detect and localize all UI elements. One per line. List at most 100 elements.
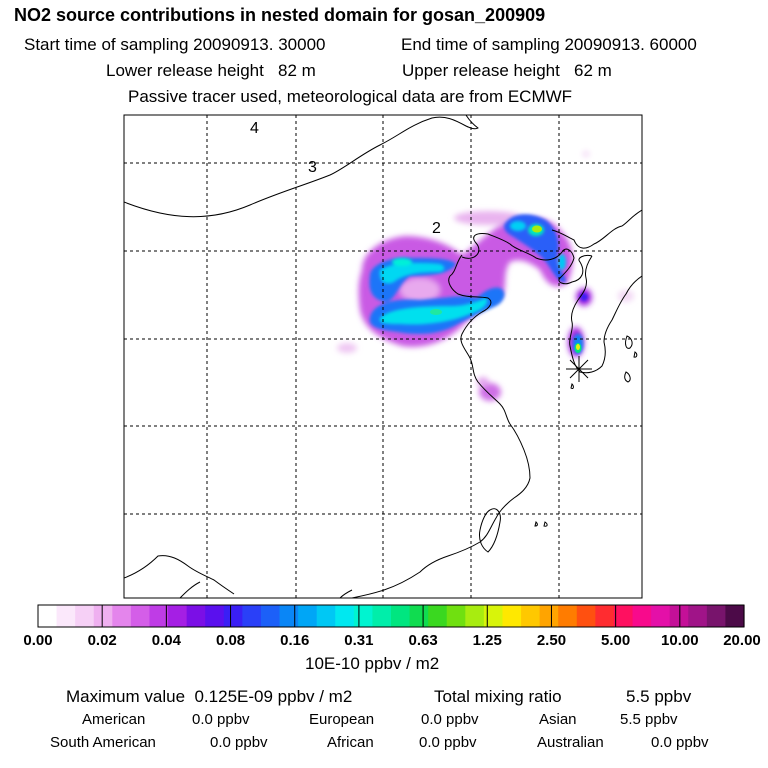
- region-name-asian: Asian: [539, 711, 577, 728]
- colorbar-cell: [576, 605, 596, 627]
- colorbar-cell: [38, 605, 58, 627]
- taiwan-coastline: [479, 508, 501, 553]
- region-value-american: 0.0 ppbv: [192, 711, 250, 728]
- coastline-north: [551, 209, 642, 249]
- colorbar-ticks: [37, 605, 745, 627]
- colorbar-tick-label: 0.04: [152, 632, 182, 649]
- grid-lines: [124, 115, 642, 598]
- colorbar-cell: [242, 605, 262, 627]
- total-mixing-value: 5.5 ppbv: [626, 687, 692, 706]
- colorbar-cell: [613, 605, 634, 627]
- colorbar-cell: [205, 605, 225, 627]
- colorbar-tick-label: 10.00: [661, 632, 699, 649]
- colorbar-cell: [465, 605, 485, 627]
- colorbar-cell: [502, 605, 522, 627]
- region-name-african: African: [327, 734, 374, 751]
- south-border-2: [179, 581, 201, 598]
- border-line: [124, 115, 479, 218]
- colorbar-cell: [168, 605, 188, 627]
- contour-label-2: 2: [432, 220, 441, 237]
- hotspot-korea: [576, 344, 580, 350]
- colorbar-tick-label: 0.00: [23, 632, 52, 649]
- colorbar-tick-label: 1.25: [473, 632, 502, 649]
- colorbar-tick-label: 2.50: [537, 632, 566, 649]
- region-name-american: American: [82, 711, 146, 728]
- colorbar-cell: [428, 605, 448, 627]
- south-border: [124, 555, 235, 595]
- china-coastline: [351, 254, 531, 598]
- island-b: [624, 371, 631, 383]
- colorbar-cell: [130, 605, 151, 627]
- korea-coastline: [569, 255, 642, 374]
- region-value-asian: 5.5 ppbv: [620, 711, 678, 728]
- south-coast-bit: [339, 589, 353, 598]
- map-frame: [123, 114, 643, 599]
- region-name-european: European: [309, 711, 375, 728]
- colorbar-cell: [93, 605, 113, 627]
- colorbar-cells: [38, 605, 745, 627]
- region-value-african: 0.0 ppbv: [419, 734, 477, 751]
- page-title: NO2 source contributions in nested domai…: [14, 5, 546, 25]
- contour-label-3: 3: [308, 159, 317, 176]
- max-value-label: Maximum value 0.125E-09 ppbv / m2: [66, 687, 353, 706]
- colorbar-cell: [335, 605, 355, 627]
- colorbar-cell: [56, 605, 76, 627]
- colorbar-cell: [725, 605, 745, 627]
- coastlines: [124, 115, 642, 598]
- start-time-label: Start time of sampling 20090913. 30000: [24, 35, 326, 54]
- colorbar-cell: [446, 605, 466, 627]
- colorbar-cell: [558, 605, 578, 627]
- colorbar-tick-label: 0.63: [408, 632, 437, 649]
- colorbar-cell: [260, 605, 281, 627]
- colorbar-cell: [149, 605, 169, 627]
- colorbar-cell: [539, 605, 559, 627]
- colorbar-cell: [372, 605, 392, 627]
- colorbar-tick-label: 5.00: [601, 632, 630, 649]
- colorbar-tick-label: 20.00: [723, 632, 761, 649]
- lower-height-label: Lower release height 82 m: [106, 61, 316, 80]
- colorbar-cell: [706, 605, 727, 627]
- colorbar-cell: [483, 605, 504, 627]
- island-c: [570, 383, 574, 389]
- colorbar-tick-label: 0.08: [216, 632, 245, 649]
- end-time-label: End time of sampling 20090913. 60000: [401, 35, 697, 54]
- colorbar-tick-label: 0.16: [280, 632, 309, 649]
- region-value-south-american: 0.0 ppbv: [210, 734, 268, 751]
- colorbar-cell: [223, 605, 243, 627]
- colorbar-cell: [75, 605, 95, 627]
- hotspot-north: [532, 225, 542, 233]
- region-value-european: 0.0 ppbv: [421, 711, 479, 728]
- upper-height-label: Upper release height 62 m: [402, 61, 612, 80]
- contour-label-4: 4: [250, 120, 259, 137]
- colorbar-cell: [279, 605, 299, 627]
- colorbar-tick-labels: 0.00 0.02 0.04 0.08 0.16 0.31 0.63 1.25 2.50 5.00…: [23, 632, 760, 649]
- colorbar-cell: [186, 605, 206, 627]
- hotspot-central: [430, 309, 442, 315]
- colorbar-cell: [353, 605, 374, 627]
- total-mixing-label: Total mixing ratio: [434, 687, 562, 706]
- island-a: [633, 351, 638, 358]
- colorbar-cell: [409, 605, 429, 627]
- colorbar-cell: [316, 605, 336, 627]
- colorbar-cell: [669, 605, 689, 627]
- units-label: 10E-10 ppbv / m2: [305, 654, 440, 673]
- region-name-south-american: South American: [50, 734, 156, 751]
- colorbar-cell: [391, 605, 411, 627]
- region-name-australian: Australian: [537, 734, 604, 751]
- bohai-coastline: [461, 233, 593, 285]
- colorbar-cell: [632, 605, 652, 627]
- colorbar-cell: [521, 605, 541, 627]
- colorbar-cell: [298, 605, 318, 627]
- region-value-australian: 0.0 ppbv: [651, 734, 709, 751]
- tracer-label: Passive tracer used, meteorological data…: [128, 87, 573, 106]
- receptor-marker: [566, 356, 592, 382]
- colorbar-tick-label: 0.31: [344, 632, 373, 649]
- islands-east: [534, 521, 548, 527]
- colorbar-cell: [595, 605, 615, 627]
- colorbar-cell: [112, 605, 132, 627]
- colorbar-cell: [688, 605, 708, 627]
- colorbar-tick-label: 0.02: [88, 632, 117, 649]
- colorbar-cell: [651, 605, 671, 627]
